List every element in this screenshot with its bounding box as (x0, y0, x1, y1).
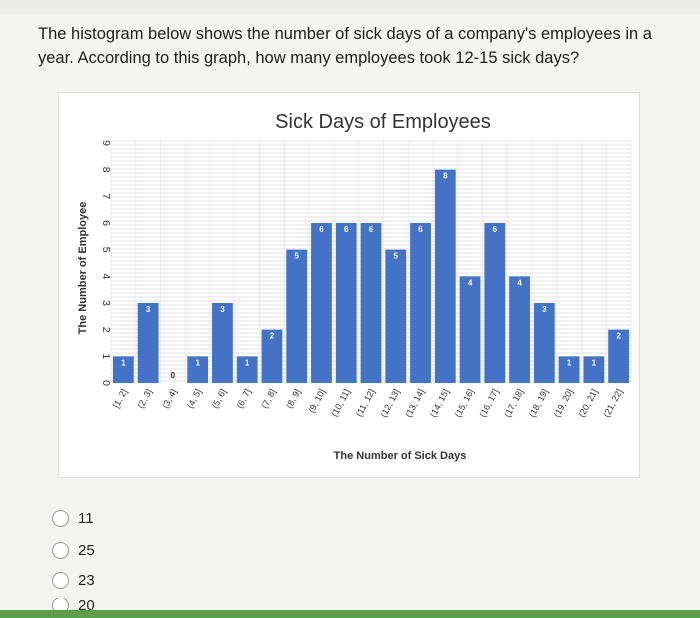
data-label: 3 (220, 305, 225, 314)
histogram-bar (385, 249, 407, 383)
x-tick-label: (7, 8] (259, 387, 277, 410)
histogram-chart: 1 3 0 1 3 1 2 5 6 6 6 5 6 8 4 6 4 3 1 1 2 0 1 2 3 4 5 6 7 8 9 [1, 2] (… (58, 92, 640, 478)
radio-button[interactable] (52, 509, 69, 527)
answer-option[interactable]: 23 (52, 570, 95, 590)
answer-label: 25 (78, 541, 95, 559)
histogram-bar (311, 223, 332, 383)
x-tick-label: (4, 5] (185, 387, 203, 410)
histogram-bar (360, 223, 382, 383)
histogram-bar (484, 223, 506, 383)
y-tick-label: 3 (100, 300, 112, 306)
x-tick-label: (16, 17] (477, 387, 500, 419)
data-labels: 1 3 0 1 3 1 2 5 6 6 6 5 6 8 4 6 4 3 1 1 2 (121, 172, 621, 380)
x-tick-label: (14, 15] (428, 387, 451, 419)
data-label: 1 (245, 358, 250, 367)
y-tick-label: 0 (100, 380, 112, 386)
x-tick-label: (12, 13] (378, 387, 401, 419)
histogram-bar (335, 223, 357, 383)
data-label: 4 (517, 278, 522, 287)
y-tick-labels: 0 1 2 3 4 5 6 7 8 9 (100, 140, 112, 386)
data-label: 2 (270, 332, 275, 341)
x-tick-label: (13, 14] (403, 387, 426, 419)
x-tick-label: (5, 6] (210, 387, 228, 410)
histogram-bar (286, 249, 308, 383)
x-tick-label: (17, 18] (502, 387, 525, 419)
histogram-bar (112, 356, 134, 383)
data-label: 0 (171, 371, 176, 380)
histogram-bar (187, 356, 209, 383)
x-tick-label: (21, 22] (601, 387, 624, 419)
x-tick-label: (2, 3] (135, 387, 153, 410)
radio-button[interactable] (52, 541, 69, 559)
x-tick-label: (3, 4] (160, 387, 178, 410)
cropped-header-strip (0, 0, 700, 14)
data-label: 3 (146, 305, 151, 314)
radio-button[interactable] (52, 598, 69, 612)
y-tick-label: 7 (100, 193, 112, 199)
y-axis-title: The Number of Employee (77, 202, 89, 335)
data-label: 1 (592, 358, 597, 367)
histogram-bar (608, 329, 630, 383)
answer-option[interactable]: 11 (52, 508, 94, 528)
data-label: 6 (493, 225, 498, 234)
chart-title: Sick Days of Employees (275, 111, 491, 133)
x-tick-label: [1, 2] (111, 387, 129, 409)
data-label: 3 (542, 305, 547, 314)
x-tick-label: (8, 9] (284, 387, 302, 410)
data-label: 6 (418, 225, 423, 234)
data-label: 4 (468, 278, 473, 287)
data-label: 8 (443, 172, 448, 181)
data-label: 6 (369, 225, 374, 234)
x-tick-label: (6, 7] (234, 387, 252, 410)
histogram-bar (261, 329, 283, 383)
y-tick-label: 5 (100, 247, 112, 253)
histogram-bar (137, 303, 159, 383)
data-label: 2 (616, 332, 621, 341)
histogram-bar (509, 276, 530, 383)
histogram-bar (583, 356, 605, 383)
histogram-bar (212, 303, 233, 383)
answer-option[interactable]: 25 (52, 540, 95, 560)
data-label: 1 (195, 358, 200, 367)
x-tick-label: (9, 10] (306, 387, 327, 414)
answer-label: 23 (78, 571, 95, 589)
data-label: 5 (394, 252, 399, 261)
histogram-bar (533, 303, 555, 383)
data-label: 6 (319, 225, 324, 234)
bars (112, 169, 630, 383)
data-label: 6 (344, 225, 349, 234)
y-tick-label: 1 (100, 353, 112, 359)
question-text: The histogram below shows the number of … (38, 25, 652, 67)
histogram-bar (434, 169, 456, 383)
x-axis-title: The Number of Sick Days (334, 450, 467, 462)
x-tick-label: (18, 19] (527, 387, 550, 419)
answer-label: 20 (78, 598, 95, 612)
y-tick-label: 9 (100, 140, 112, 146)
histogram-bar (236, 356, 258, 383)
answer-label: 11 (78, 509, 94, 527)
x-tick-label: (20, 21] (576, 387, 599, 419)
x-tick-label: (19, 20] (552, 387, 575, 419)
radio-button[interactable] (52, 571, 69, 589)
histogram-bar (410, 223, 431, 383)
data-label: 1 (121, 358, 126, 367)
histogram-bar (558, 356, 580, 383)
x-tick-label: (15, 16] (453, 387, 476, 419)
data-label: 5 (294, 252, 299, 261)
bottom-accent-bar (0, 610, 700, 618)
y-tick-label: 2 (100, 327, 112, 333)
y-tick-label: 4 (100, 273, 112, 279)
x-tick-label: (11, 12] (354, 387, 377, 418)
chart-svg: 1 3 0 1 3 1 2 5 6 6 6 5 6 8 4 6 4 3 1 1 2 0 1 2 3 4 5 6 7 8 9 [1, 2] (… (77, 111, 632, 462)
data-label: 1 (567, 358, 572, 367)
y-tick-label: 6 (100, 220, 112, 226)
x-tick-label: (10, 11] (329, 387, 352, 418)
histogram-bar (459, 276, 481, 383)
y-tick-label: 8 (100, 167, 112, 173)
x-tick-labels: [1, 2] (2, 3] (3, 4] (4, 5] (5, 6] (6, 7] (7, … (111, 387, 624, 419)
answer-option[interactable]: 20 (52, 598, 95, 612)
